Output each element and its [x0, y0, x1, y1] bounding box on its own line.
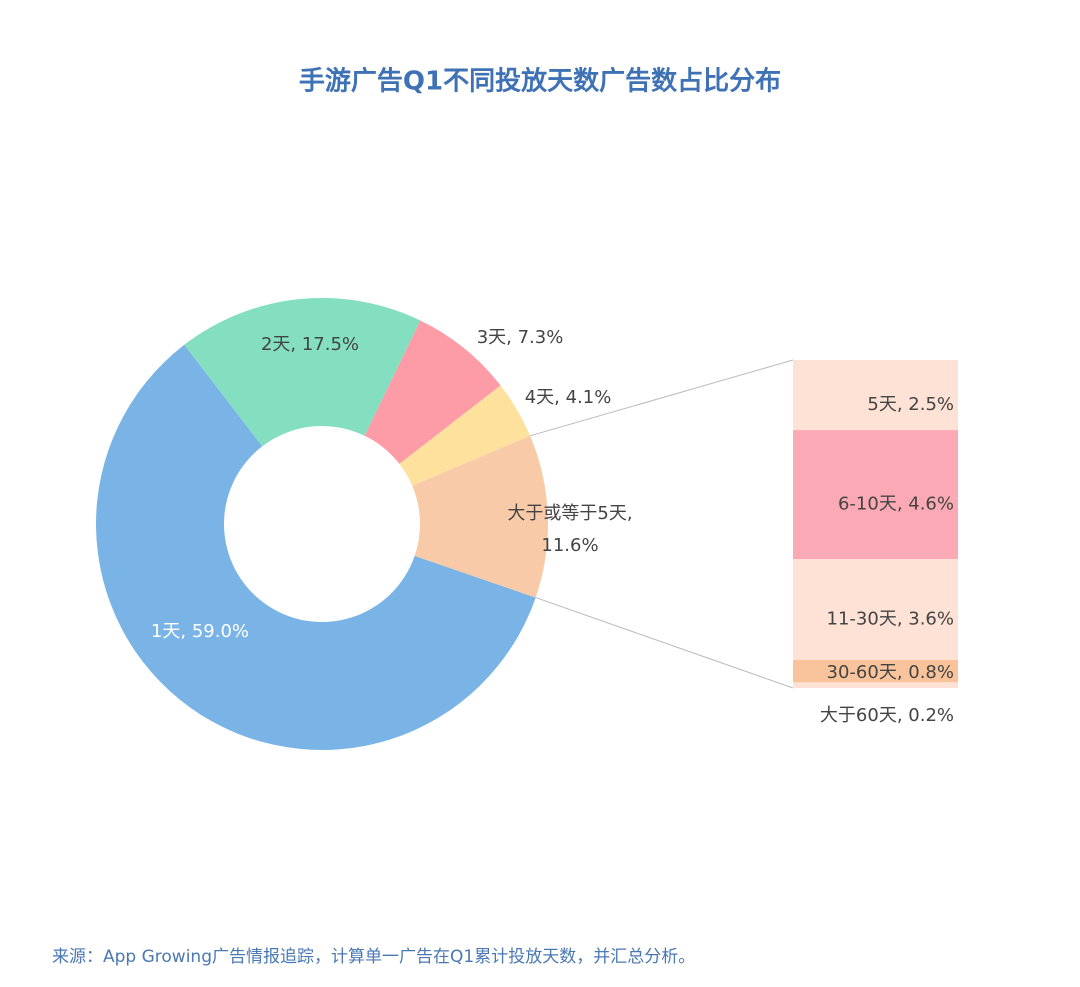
bar-label: 30-60天, 0.8%: [827, 662, 954, 683]
bar-label: 6-10天, 4.6%: [838, 494, 954, 515]
slice-label: 2天, 17.5%: [261, 334, 359, 355]
bar-label: 5天, 2.5%: [867, 394, 954, 415]
bar-label: 大于60天, 0.2%: [820, 705, 954, 726]
connector-line: [535, 597, 794, 689]
pie-slice: [184, 297, 421, 447]
pie-slice: [364, 320, 501, 464]
slice-label: 1天, 59.0%: [151, 621, 249, 642]
slice-label: 3天, 7.3%: [477, 327, 564, 348]
slice-label: 大于或等于5天, 11.6%: [507, 503, 633, 556]
source-note: 来源：App Growing广告情报追踪，计算单一广告在Q1累计投放天数，并汇总…: [52, 947, 695, 967]
connector-line: [529, 359, 794, 437]
pie-slice: [412, 435, 548, 598]
pie-slice: [399, 385, 531, 486]
slice-label: 4天, 4.1%: [525, 387, 612, 408]
chart-title: 手游广告Q1不同投放天数广告数占比分布: [299, 66, 781, 97]
bar-segment: [793, 559, 958, 660]
bar-segment: [793, 659, 958, 683]
bar-segment: [793, 360, 958, 431]
bar-segment: [793, 430, 958, 560]
bar-segment: [793, 682, 958, 688]
bar-label: 11-30天, 3.6%: [827, 609, 954, 630]
pie-slice: [96, 344, 536, 750]
